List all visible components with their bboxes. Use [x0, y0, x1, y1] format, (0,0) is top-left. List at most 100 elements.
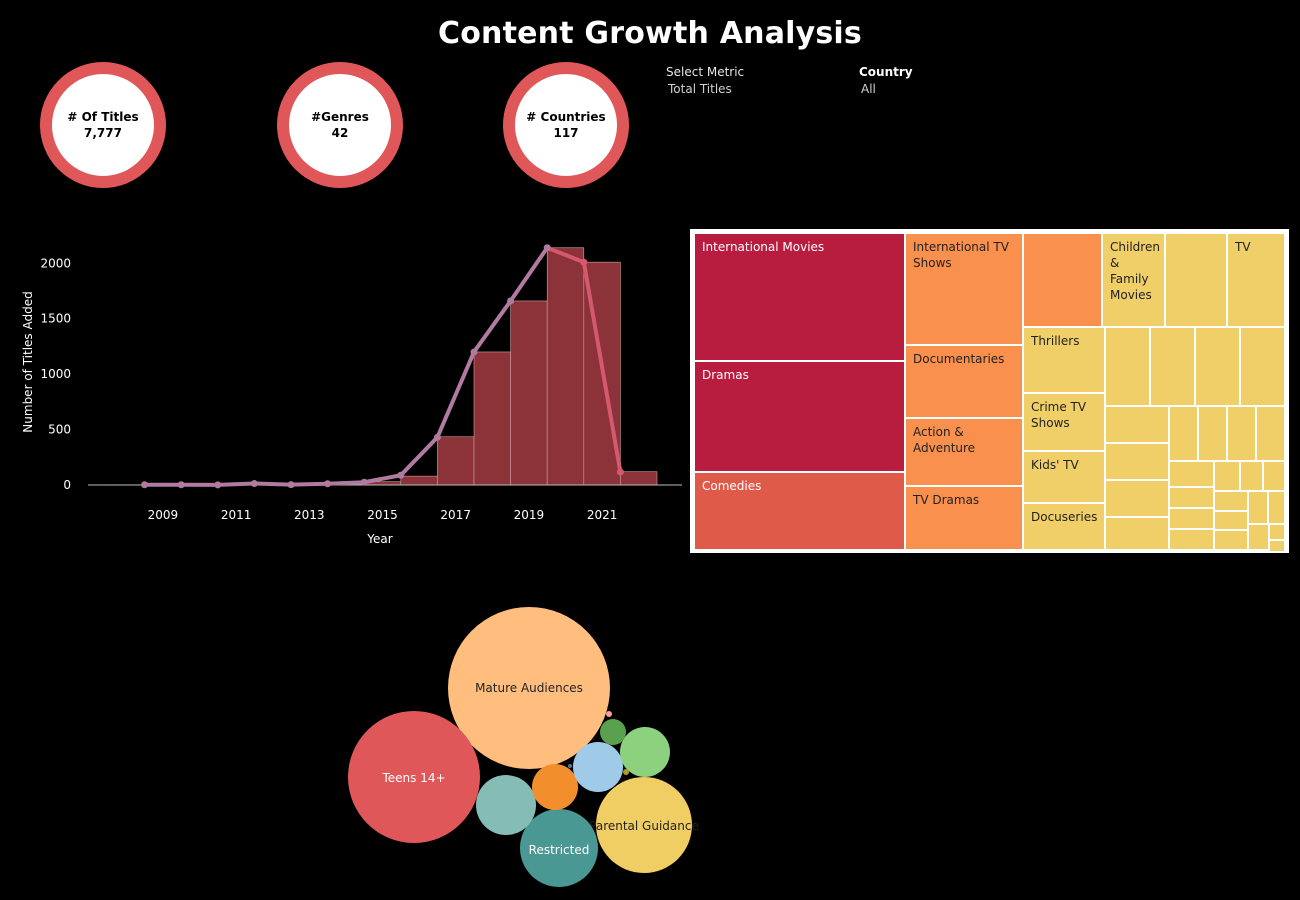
bubble-label: Parental Guidance — [589, 819, 699, 833]
treemap-cell-unlabeled[interactable] — [1240, 461, 1263, 491]
kpi-countries-label: # Countries — [526, 110, 606, 124]
treemap-cell-unlabeled[interactable] — [1169, 487, 1214, 508]
bar-2020[interactable] — [546, 247, 585, 486]
treemap-label: Action & Adventure — [913, 425, 976, 455]
x-tick-label: 2015 — [367, 508, 398, 522]
treemap-cell-unlabeled[interactable] — [1269, 540, 1285, 552]
bubble-unlabeled[interactable] — [476, 775, 536, 835]
treemap-cell-unlabeled[interactable] — [1256, 406, 1285, 461]
metric-filter-label: Select Metric — [666, 65, 745, 79]
bubble-unlabeled[interactable] — [600, 719, 626, 745]
bubble-restricted[interactable] — [520, 809, 598, 887]
treemap-cell-unlabeled[interactable] — [1268, 491, 1285, 524]
kpi-genres-label: #Genres — [311, 110, 369, 124]
treemap-label: TV Dramas — [913, 493, 980, 507]
treemap-cell-tv-dramas[interactable]: TV Dramas — [905, 486, 1023, 550]
bubble-unlabeled[interactable] — [532, 764, 578, 810]
y-tick-label: 500 — [48, 423, 71, 437]
treemap-cell-unlabeled[interactable] — [1105, 327, 1150, 406]
bar-2022[interactable] — [620, 471, 658, 486]
treemap-cell-unlabeled[interactable] — [1198, 406, 1227, 461]
treemap-cell-unlabeled[interactable] — [1248, 524, 1269, 550]
treemap-label: Kids' TV — [1031, 458, 1079, 472]
treemap-cell-unlabeled[interactable] — [1105, 406, 1169, 443]
kpi-titles-card: # Of Titles 7,777 — [40, 62, 166, 188]
trend-point[interactable] — [250, 480, 258, 488]
treemap-cell-unlabeled[interactable] — [1240, 327, 1285, 406]
trend-point[interactable] — [141, 481, 149, 489]
y-tick-label: 1000 — [40, 367, 71, 381]
trend-point[interactable] — [177, 481, 185, 489]
trend-point[interactable] — [324, 480, 332, 488]
bubble-unlabeled[interactable] — [568, 764, 572, 768]
bar-2017[interactable] — [437, 436, 475, 486]
treemap-cell-unlabeled[interactable] — [1169, 461, 1214, 487]
treemap-cell-crime-tv-shows[interactable]: Crime TV Shows — [1023, 393, 1105, 451]
y-tick-label: 1500 — [40, 312, 71, 326]
treemap-cell-dramas[interactable]: Dramas — [694, 361, 905, 472]
bubble-unlabeled[interactable] — [573, 742, 623, 792]
treemap-cell-unlabeled[interactable] — [1227, 406, 1256, 461]
bubble-mature-audiences[interactable] — [448, 607, 610, 769]
trend-point[interactable] — [543, 244, 551, 252]
treemap-cell-international-tv-shows[interactable]: International TV Shows — [905, 233, 1023, 345]
bubble-label: Restricted — [529, 843, 590, 857]
kpi-genres-value: 42 — [331, 126, 349, 140]
bar-2018[interactable] — [473, 351, 511, 486]
treemap-cell-docuseries[interactable]: Docuseries — [1023, 503, 1105, 550]
trend-point[interactable] — [470, 348, 478, 356]
bubble-teens-14[interactable] — [348, 711, 480, 843]
trend-point[interactable] — [214, 481, 222, 489]
trend-point[interactable] — [580, 258, 588, 266]
treemap-cell-unlabeled[interactable] — [1105, 480, 1169, 517]
treemap-label: Children & Family Movies — [1110, 240, 1160, 302]
bubble-label: Teens 14+ — [381, 771, 445, 785]
treemap-cell-international-movies[interactable]: International Movies — [694, 233, 905, 361]
bubble-unlabeled[interactable] — [606, 711, 612, 717]
treemap-cell-unlabeled[interactable] — [1214, 511, 1248, 530]
y-axis-title: Number of Titles Added — [21, 291, 35, 432]
treemap-label: Crime TV Shows — [1031, 400, 1087, 430]
dashboard-title: Content Growth Analysis — [438, 16, 862, 51]
treemap-cell-children-family-movies[interactable]: Children & Family Movies — [1102, 233, 1165, 327]
trend-point[interactable] — [433, 433, 441, 441]
bar-2016[interactable] — [400, 475, 438, 486]
treemap-cell-unlabeled[interactable] — [1214, 461, 1240, 491]
titles-added-chart: 0 500 1000 1500 2000 2009 2011 2013 2015 2017 201… — [21, 244, 682, 546]
treemap-cell-unlabeled[interactable] — [1105, 443, 1169, 480]
treemap-label: Comedies — [702, 479, 762, 493]
treemap-cell-action-adventure[interactable]: Action & Adventure — [905, 418, 1023, 486]
bubble-unlabeled[interactable] — [623, 769, 629, 775]
treemap-cell-unlabeled[interactable] — [1269, 524, 1285, 540]
treemap-cell-unlabeled[interactable] — [1169, 529, 1214, 550]
treemap-cell-tv[interactable]: TV — [1227, 233, 1285, 327]
treemap-cell-unlabeled[interactable] — [1105, 517, 1169, 550]
treemap-cell-unlabeled[interactable] — [1214, 491, 1248, 511]
trend-point[interactable] — [616, 468, 624, 476]
bubble-label: Mature Audiences — [475, 681, 583, 695]
bubble-parental-guidance[interactable] — [596, 777, 692, 873]
treemap-cell-thrillers[interactable]: Thrillers — [1023, 327, 1105, 393]
bubble-unlabeled[interactable] — [620, 727, 670, 777]
treemap-cell-unlabeled[interactable] — [1169, 406, 1198, 461]
country-filter-dropdown[interactable]: All — [861, 82, 876, 96]
treemap-cell-unlabeled[interactable] — [1165, 233, 1227, 327]
treemap-cell-unlabeled[interactable] — [1023, 233, 1102, 327]
treemap-cell-unlabeled[interactable] — [1195, 327, 1240, 406]
treemap-label: International TV Shows — [913, 240, 1009, 270]
treemap-cell-unlabeled[interactable] — [1214, 530, 1248, 550]
treemap-cell-comedies[interactable]: Comedies — [694, 472, 905, 550]
treemap-cell-kids-tv[interactable]: Kids' TV — [1023, 451, 1105, 503]
treemap-cell-unlabeled[interactable] — [1263, 461, 1285, 491]
treemap-cell-unlabeled[interactable] — [1169, 508, 1214, 529]
treemap-label: Thrillers — [1031, 334, 1080, 348]
bar-2019[interactable] — [510, 300, 548, 486]
trend-point[interactable] — [397, 471, 405, 479]
trend-point[interactable] — [287, 481, 295, 489]
metric-filter-dropdown[interactable]: Total Titles — [668, 82, 732, 96]
trend-point[interactable] — [360, 478, 368, 486]
trend-point[interactable] — [507, 297, 515, 305]
treemap-cell-unlabeled[interactable] — [1150, 327, 1195, 406]
treemap-cell-documentaries[interactable]: Documentaries — [905, 345, 1023, 418]
treemap-cell-unlabeled[interactable] — [1248, 491, 1268, 524]
